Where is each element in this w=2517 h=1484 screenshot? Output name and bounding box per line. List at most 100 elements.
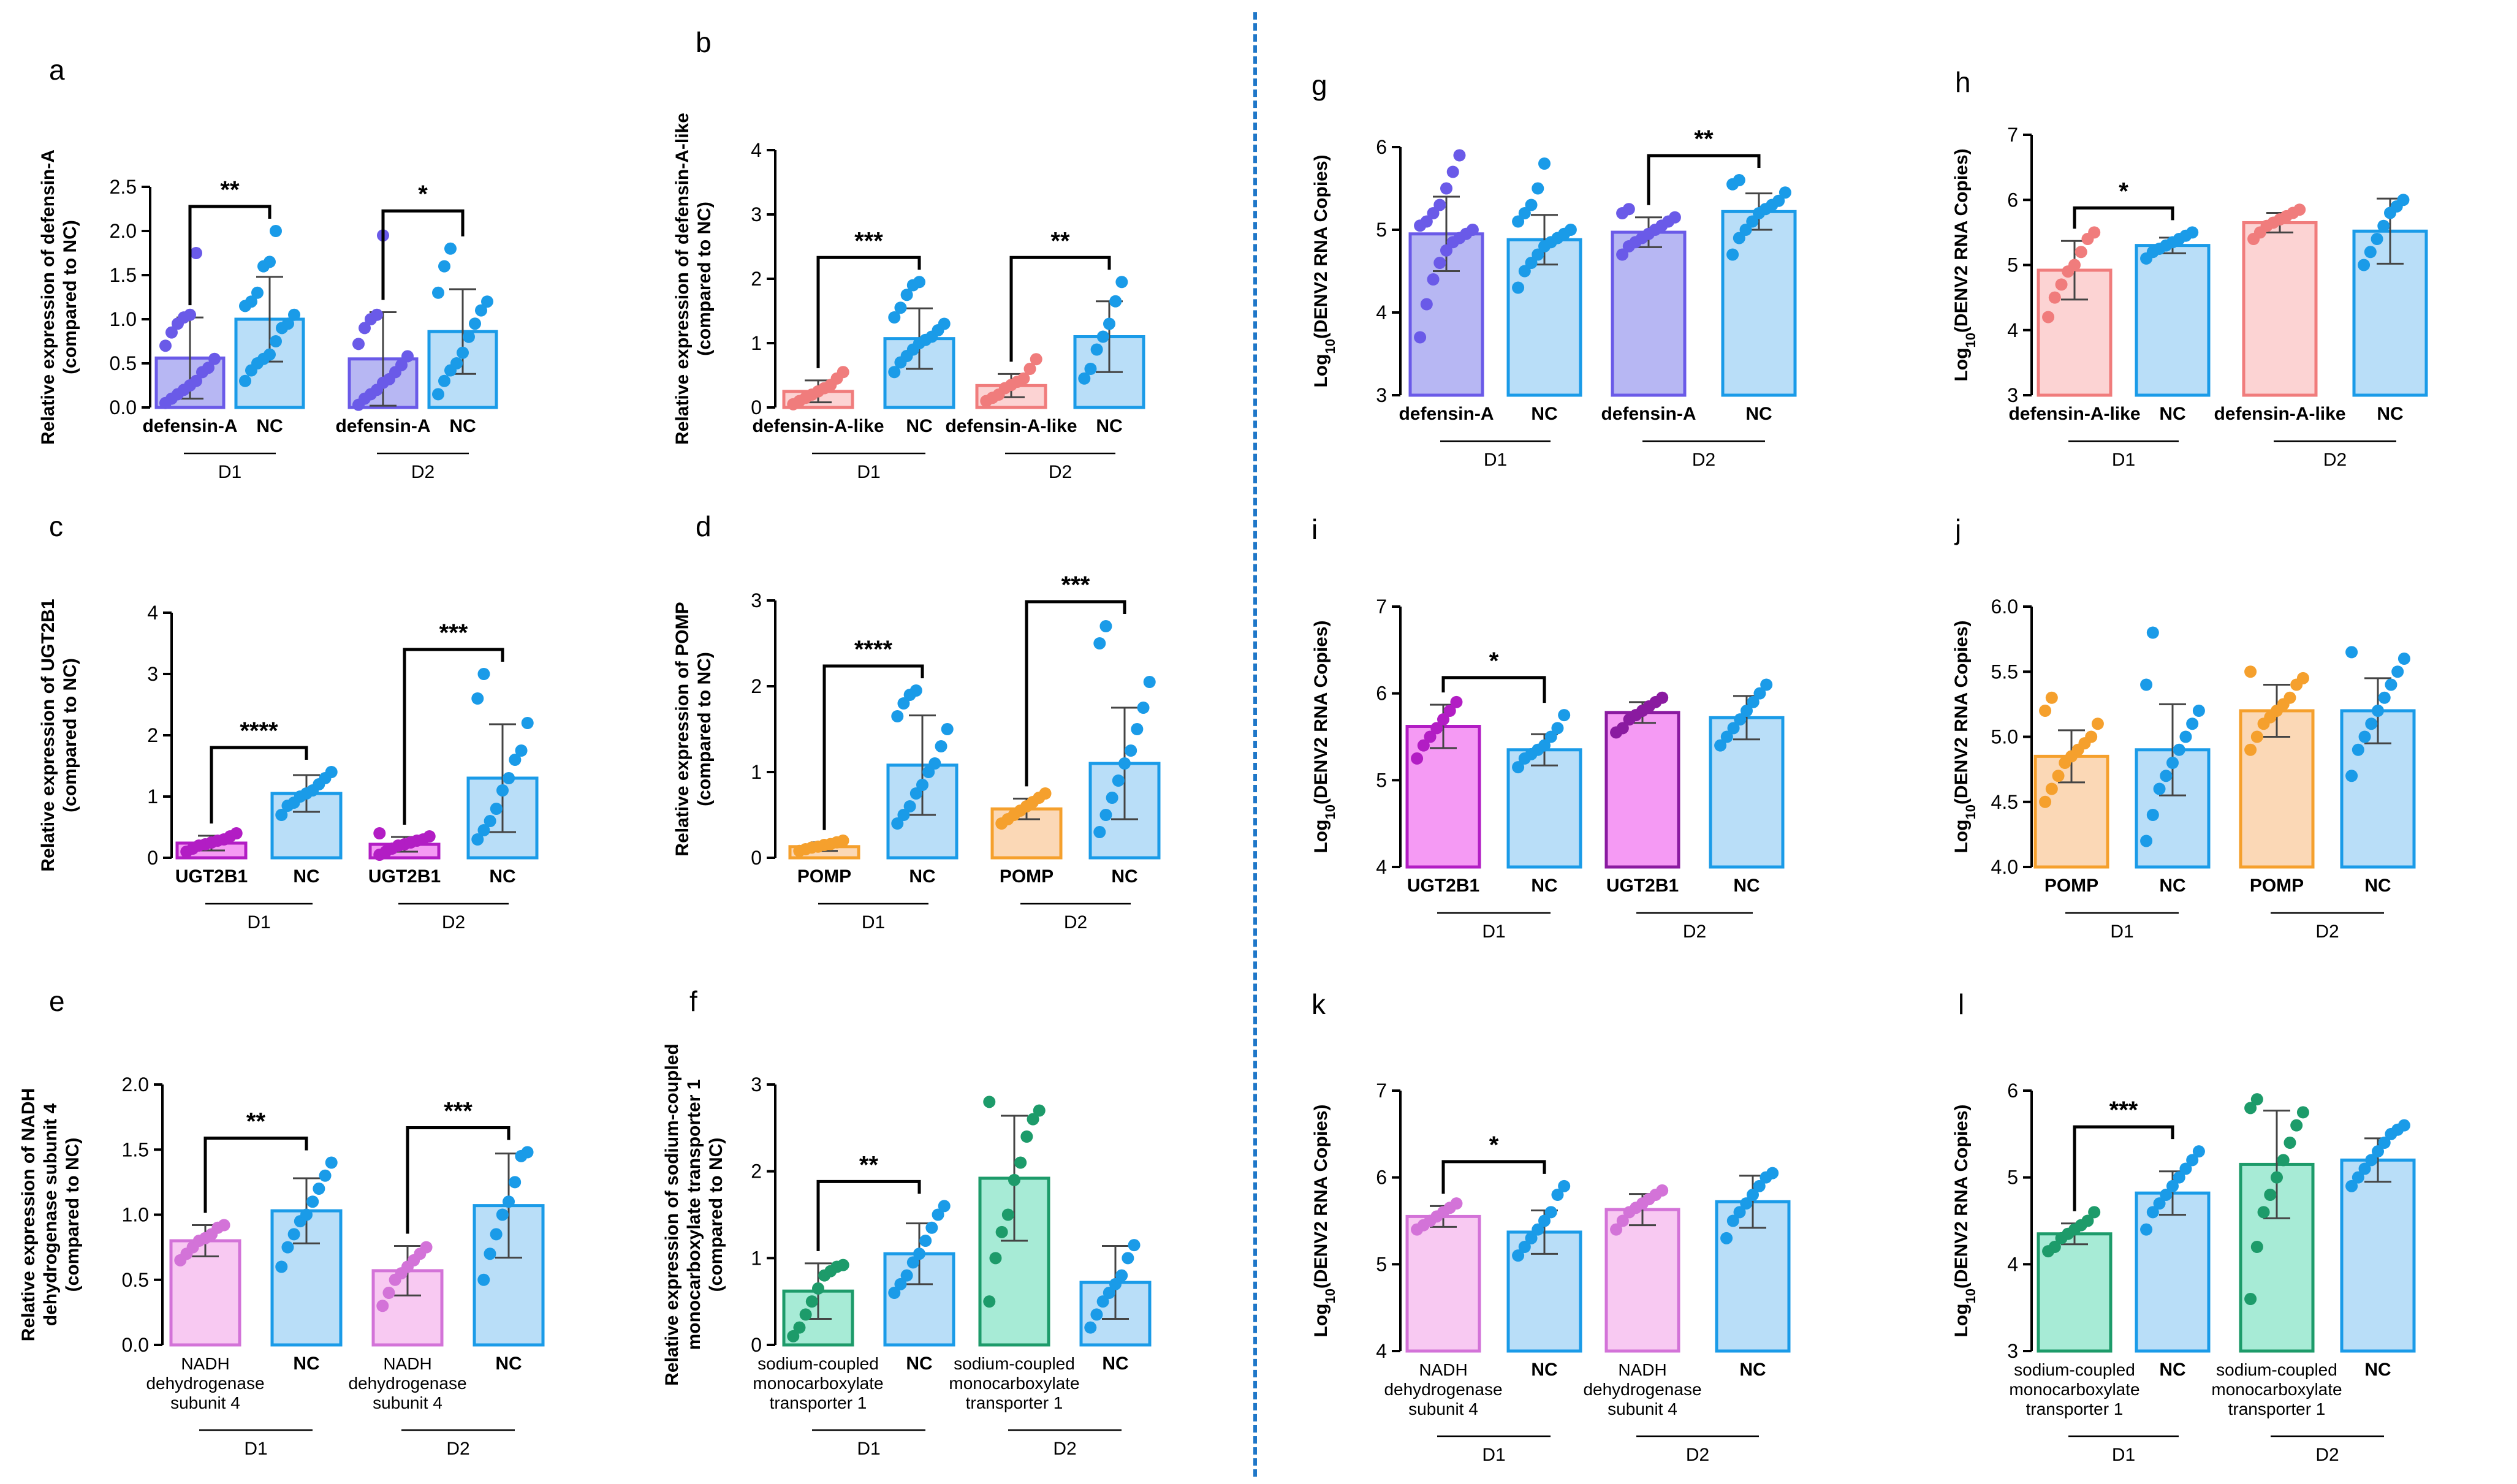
panel-h: h 3 4 5 6 7 Log10(DENV2 RNA Copies) defensin-A-… [1951,66,2428,470]
data-point [1714,739,1727,752]
data-point [1411,752,1424,765]
data-point [888,366,901,379]
significance-bracket [406,1126,511,1234]
data-point [2293,203,2306,216]
data-point [1093,637,1106,649]
data-point [2296,1106,2309,1119]
x-category-label-line: NC [293,866,319,887]
panel-i: i 4 5 6 7 Log10(DENV2 RNA Copies) UGT2B1 NC UGT2… [1311,513,1785,942]
significance-bracket [816,1179,921,1251]
data-point [1109,1278,1122,1290]
data-point [2146,809,2159,821]
group-label: D1 [857,1439,880,1459]
x-category-label-line: NC [1739,1360,1766,1380]
data-point [1443,705,1456,717]
y-tick-label: 1 [751,761,762,783]
bar [1604,711,1680,869]
x-category-label: NC [1531,876,1557,896]
data-point [2153,782,2166,795]
group-label: D1 [2112,1445,2135,1465]
y-tick-label: 1.0 [110,308,137,330]
data-point [395,358,408,371]
significance-label: *** [2109,1097,2138,1124]
data-point [891,710,904,722]
panel-divider [1253,12,1257,1477]
panel-l: l 3 4 5 6 Log10(DENV2 RNA Copies) sodium-coupl… [1951,988,2416,1465]
y-tick-label: 1.5 [122,1138,149,1160]
data-point [812,1282,824,1295]
x-category-label-line: NC [1745,404,1772,424]
significance-label: ** [1694,126,1714,153]
x-category-label-line: NC [2159,1360,2185,1380]
x-category-label-line: NC [293,1353,319,1374]
panel-e: e 0.0 0.5 1.0 1.5 2.0 Relative expression of N… [18,985,545,1459]
data-point [1027,1113,1039,1126]
x-category-label: defensin-A-like [2214,404,2345,424]
data-point [2397,1119,2410,1132]
data-point [1109,295,1122,308]
data-point [1106,792,1118,804]
y-tick-label: 4.0 [1991,856,2018,878]
y-axis-label-part: (DENV2 RNA Copies) [1311,154,1331,339]
y-axis-label-line: (compared to NC) [60,658,80,812]
data-point [1084,1321,1097,1334]
data-point [245,295,257,308]
data-point [2179,730,2192,743]
data-point [2173,743,2185,756]
y-axis-label-line: dehydrogenase subunit 4 [40,1103,61,1326]
data-point [1020,1130,1033,1143]
data-point [1525,257,1538,269]
significance-bracket [1647,154,1761,205]
data-point [2055,278,2068,291]
data-point [2250,1093,2263,1106]
x-category-label: NC [1102,1353,1128,1374]
y-tick-label: 4 [1376,301,1387,324]
data-point [2284,1137,2296,1149]
data-point [1090,1308,1103,1321]
y-tick-label: 2 [751,1160,762,1183]
y-axis-label-part: Log [1951,348,1972,382]
data-point [1433,257,1446,269]
data-point [935,740,947,752]
y-axis-label: Log10(DENV2 RNA Copies) [1951,620,1978,853]
x-category-label: NADH dehydrogenase subunit 4 [1583,1360,1701,1418]
panel-b: b 0 1 2 3 4 Relative expression of defensin-A-… [672,26,1145,482]
x-category-label: NC [2159,404,2185,424]
x-category-label-line: dehydrogenase [348,1374,466,1393]
group-label: D1 [244,1439,267,1459]
data-point [2264,1189,2277,1201]
data-point [1760,678,1773,691]
data-point [1115,1269,1128,1282]
x-category-label: sodium-coupled monocarboxylate transporter… [753,1354,883,1412]
data-point [1532,182,1544,195]
data-point [490,1228,503,1241]
bar [2135,244,2211,397]
data-point [484,1247,496,1260]
data-point [2352,1171,2364,1184]
data-point [938,317,951,330]
y-axis-label-line: monocarboxylate transporter 1 [684,1080,704,1350]
group-label: D1 [857,462,880,482]
x-category-label-line: POMP [2250,876,2304,896]
y-axis-label-line: Log10(DENV2 RNA Copies) [1311,154,1338,387]
y-axis-label-part: (DENV2 RNA Copies) [1951,148,1972,333]
y-tick-label: 4.5 [1991,791,2018,813]
data-point [300,1208,313,1221]
data-point [2186,1154,2199,1167]
data-point [287,1228,300,1241]
data-point [897,809,910,821]
data-point [2039,795,2052,808]
data-point [1733,174,1745,186]
data-point [373,827,386,839]
y-tick-label: 7 [1376,1080,1387,1102]
group-label: D1 [218,462,241,482]
x-category-label-line: monocarboxylate [753,1374,883,1393]
x-category-label-line: sodium-coupled [757,1354,879,1373]
panel-c: c 0 1 2 3 4 Relative expression of UGT2B1 (comp… [38,510,539,933]
x-category-label: sodium-coupled monocarboxylate transporter… [949,1354,1079,1412]
data-point [1118,757,1131,770]
x-category-label-line: NC [1733,876,1760,896]
group-label: D1 [247,912,270,933]
y-tick-label: 0.5 [110,352,137,374]
